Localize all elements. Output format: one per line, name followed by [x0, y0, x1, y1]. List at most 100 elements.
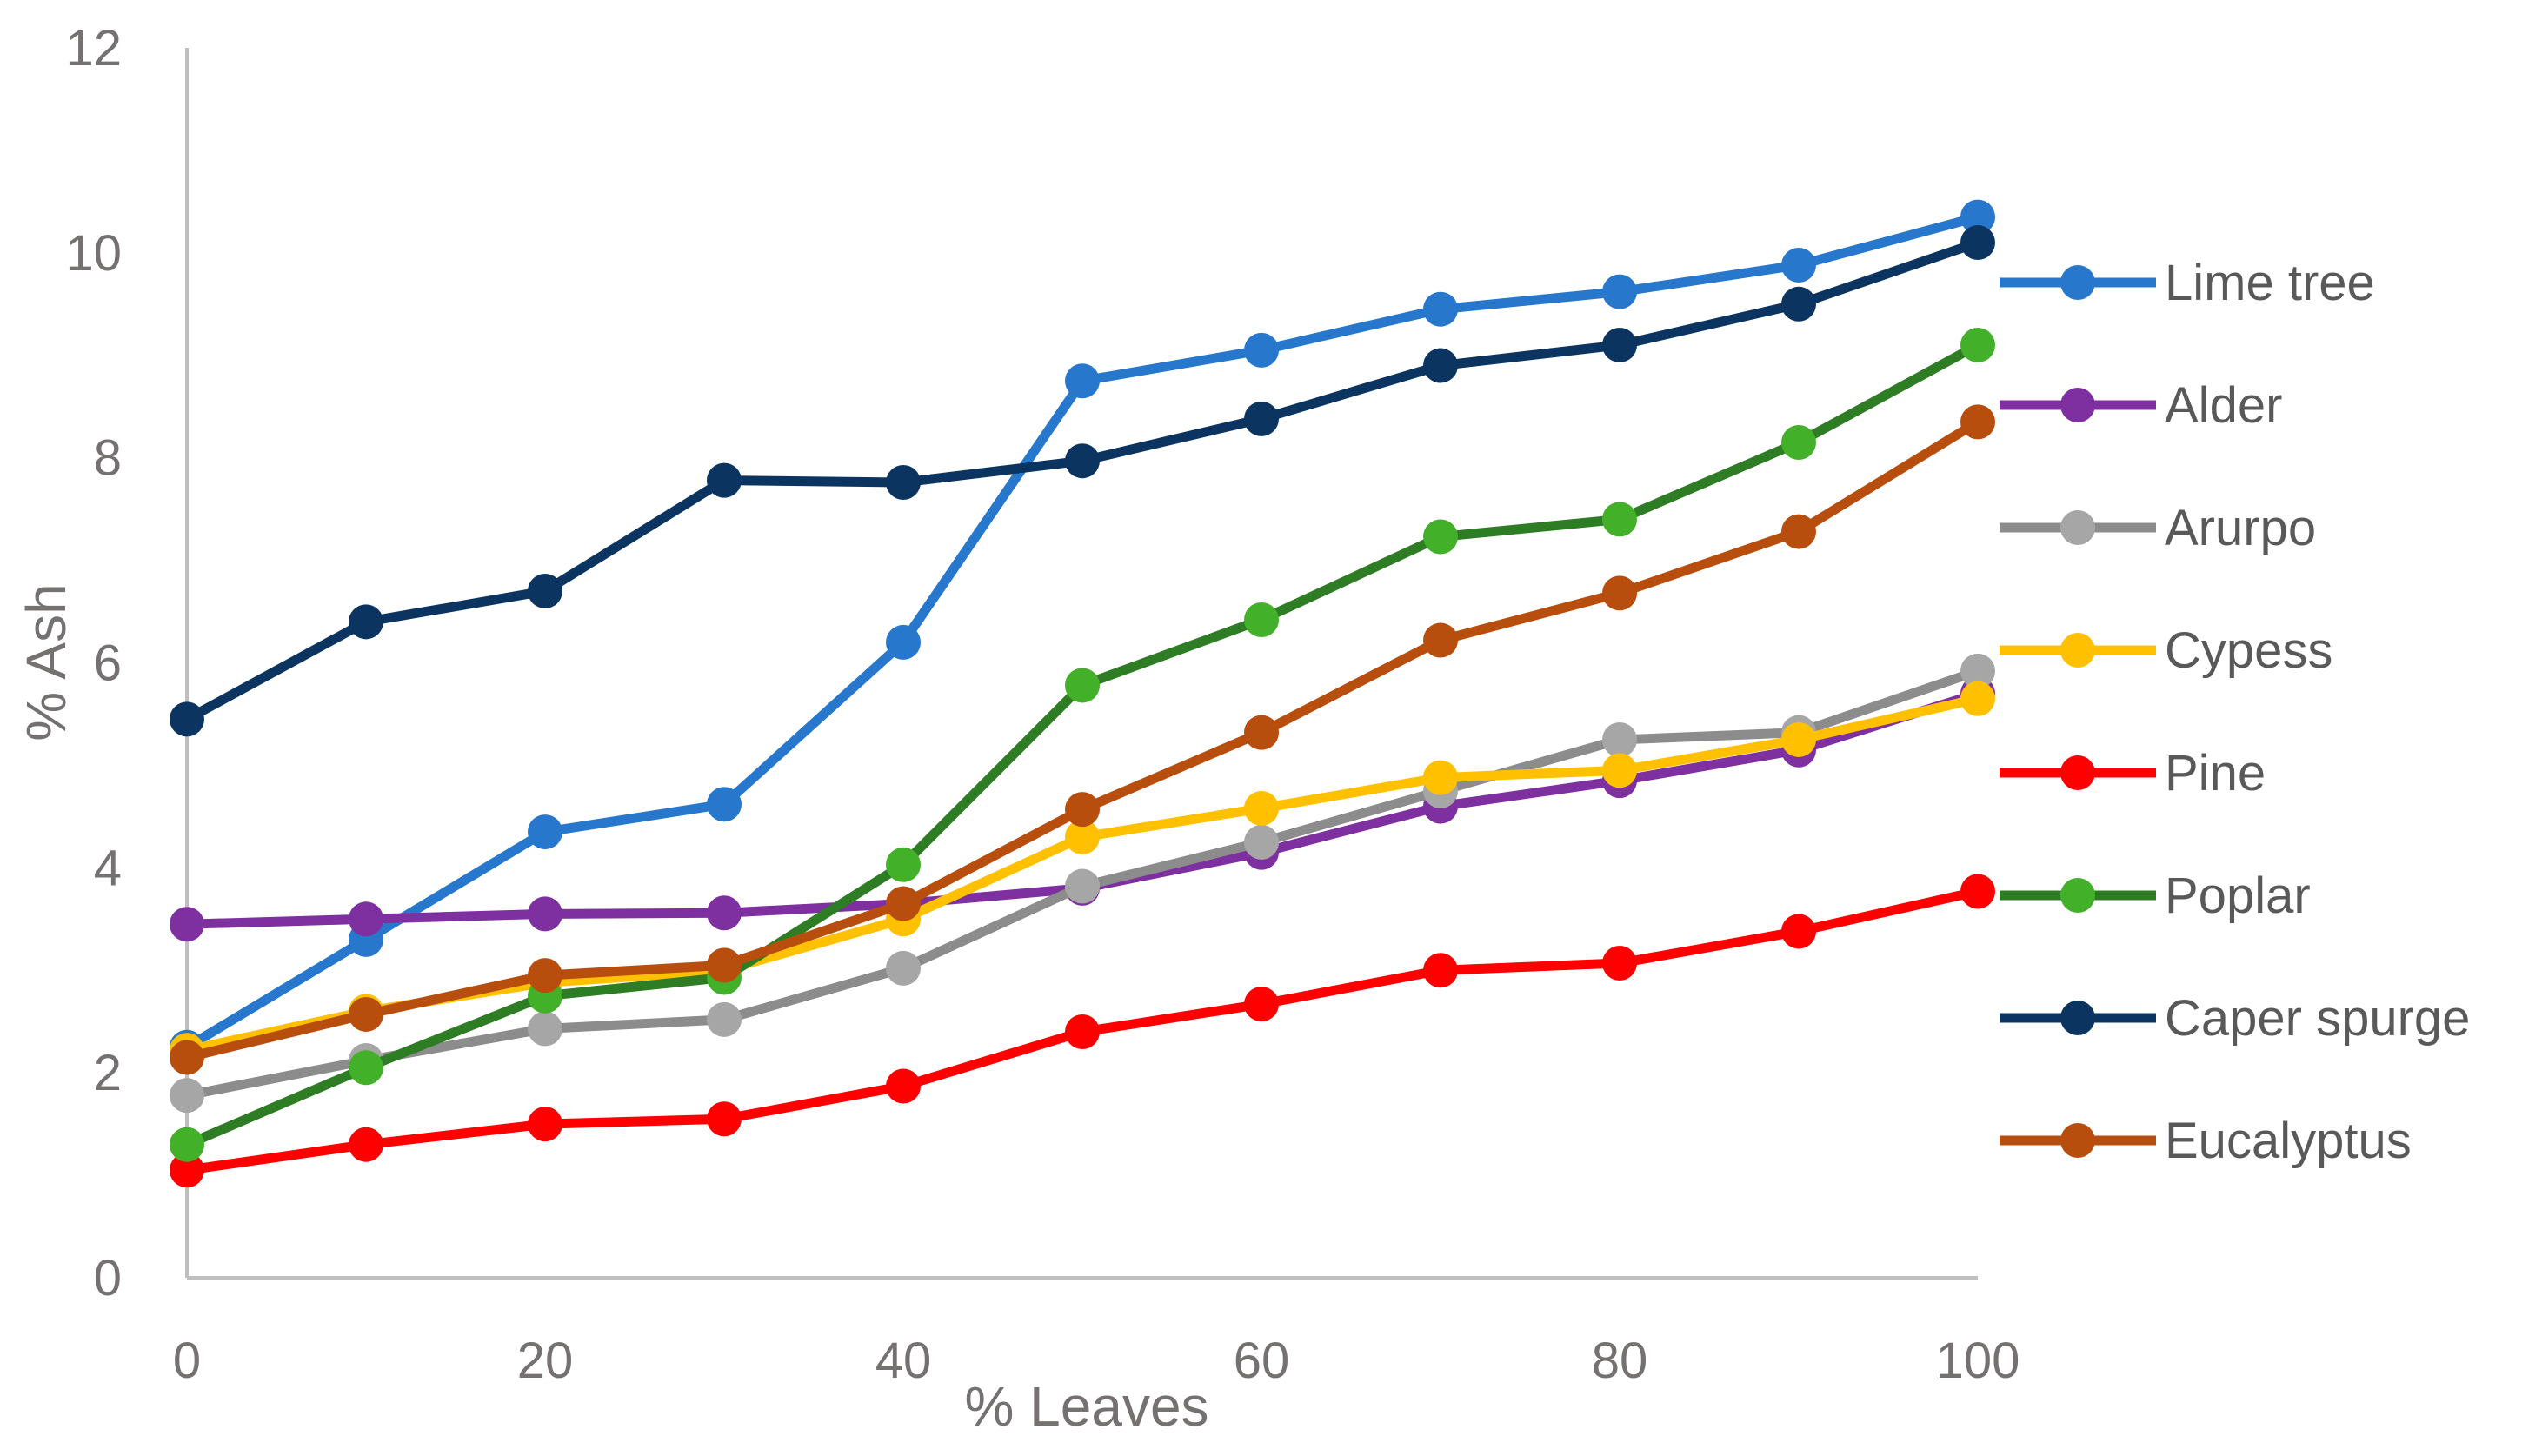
data-point: [1960, 653, 1995, 688]
data-point: [1065, 668, 1100, 703]
data-point: [886, 847, 921, 882]
data-point: [1602, 575, 1637, 611]
legend-marker: [2060, 265, 2095, 300]
data-point: [886, 950, 921, 986]
data-point: [1244, 401, 1279, 436]
data-point: [170, 1127, 204, 1162]
data-point: [1423, 291, 1458, 327]
data-point: [1065, 363, 1100, 399]
data-point: [886, 624, 921, 660]
data-point: [1602, 327, 1637, 362]
legend-item: Lime tree: [2000, 255, 2375, 311]
data-point: [170, 701, 204, 737]
legend-marker: [2060, 755, 2095, 790]
x-tick-label: 100: [1936, 1333, 2020, 1389]
series-lines: [170, 199, 1995, 1188]
data-point: [1960, 404, 1995, 440]
data-point: [1602, 945, 1637, 981]
x-axis-title: % Leaves: [964, 1375, 1208, 1438]
data-point: [886, 464, 921, 500]
y-axis-title: % Ash: [15, 583, 77, 741]
data-point: [170, 907, 204, 942]
data-point: [170, 1040, 204, 1075]
data-point: [707, 1101, 742, 1137]
legend-item: Alder: [2000, 377, 2282, 434]
x-tick-label: 20: [517, 1333, 574, 1389]
data-point: [886, 1068, 921, 1104]
data-point: [528, 1011, 562, 1047]
data-point: [349, 604, 383, 640]
data-point: [349, 901, 383, 937]
data-point: [707, 947, 742, 983]
data-point: [1423, 348, 1458, 383]
legend-item: Cypess: [2000, 622, 2332, 679]
legend-label: Alder: [2165, 377, 2282, 434]
y-tick-label: 10: [65, 225, 122, 282]
data-point: [1602, 753, 1637, 788]
legend-item: Poplar: [2000, 868, 2311, 924]
data-point: [707, 895, 742, 931]
legend-marker: [2060, 1001, 2095, 1035]
data-point: [1244, 824, 1279, 860]
legend-label: Pine: [2165, 745, 2266, 801]
legend-label: Lime tree: [2165, 255, 2375, 311]
data-point: [1960, 874, 1995, 909]
data-point: [349, 1127, 383, 1162]
data-point: [528, 1107, 562, 1142]
data-point: [1244, 987, 1279, 1022]
legend-label: Cypess: [2165, 622, 2332, 679]
x-tick-label: 0: [173, 1333, 201, 1389]
data-point: [170, 1078, 204, 1114]
data-point: [1781, 286, 1816, 322]
axes: 0 2 4 6 8 10 12 0 20 40 60 80 100: [65, 20, 2020, 1389]
series-pine: [170, 874, 1995, 1188]
data-point: [1423, 760, 1458, 795]
data-point: [1781, 514, 1816, 549]
data-point: [1960, 199, 1995, 235]
x-tick-label: 80: [1592, 1333, 1648, 1389]
y-tick-label: 6: [94, 635, 122, 692]
series-poplar: [170, 327, 1995, 1162]
legend-label: Eucalyptus: [2165, 1113, 2412, 1169]
legend-marker: [2060, 1123, 2095, 1158]
data-point: [1781, 914, 1816, 949]
data-point: [349, 1050, 383, 1086]
data-point: [1244, 790, 1279, 826]
data-point: [528, 896, 562, 932]
data-point: [886, 886, 921, 921]
legend-label: Caper spurge: [2165, 990, 2470, 1047]
legend-marker: [2060, 388, 2095, 422]
legend-item: Caper spurge: [2000, 990, 2470, 1047]
legend-label: Arurpo: [2165, 500, 2316, 556]
data-point: [1244, 332, 1279, 368]
data-point: [1065, 792, 1100, 828]
legend-item: Arurpo: [2000, 500, 2316, 556]
data-point: [1423, 622, 1458, 658]
x-tick-label: 60: [1234, 1333, 1290, 1389]
data-point: [1065, 819, 1100, 854]
series-eucalyptus: [170, 404, 1995, 1075]
legend-item: Eucalyptus: [2000, 1113, 2412, 1169]
data-point: [1960, 225, 1995, 261]
data-point: [1960, 327, 1995, 362]
data-point: [1423, 953, 1458, 988]
data-point: [1781, 721, 1816, 757]
legend-item: Pine: [2000, 745, 2266, 801]
series-lime-tree: [170, 199, 1995, 1065]
data-point: [1602, 721, 1637, 757]
data-point: [1602, 274, 1637, 309]
data-point: [1244, 715, 1279, 750]
data-point: [528, 814, 562, 850]
data-point: [707, 1001, 742, 1037]
data-point: [1602, 502, 1637, 537]
legend-marker: [2060, 510, 2095, 545]
legend-marker: [2060, 878, 2095, 913]
x-tick-label: 40: [875, 1333, 932, 1389]
data-point: [1781, 247, 1816, 283]
y-tick-label: 8: [94, 430, 122, 487]
data-point: [170, 1153, 204, 1188]
data-point: [707, 787, 742, 822]
data-point: [1960, 681, 1995, 716]
series-caper-spurge: [170, 225, 1995, 737]
y-tick-label: 12: [65, 20, 122, 76]
